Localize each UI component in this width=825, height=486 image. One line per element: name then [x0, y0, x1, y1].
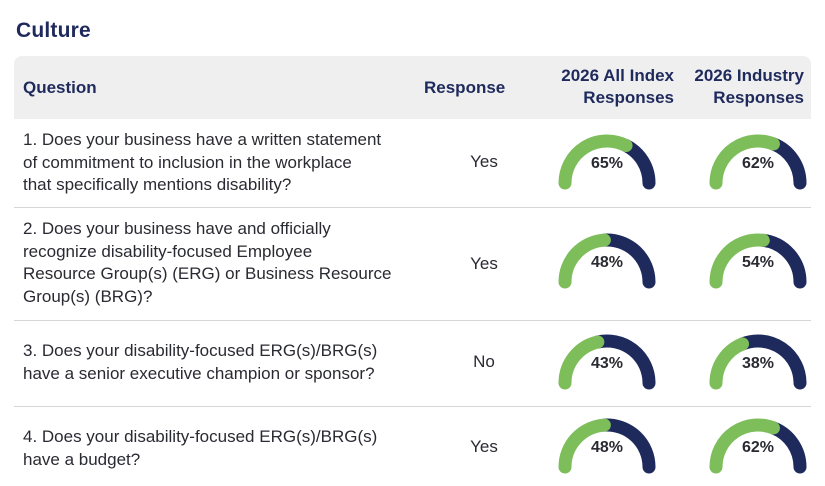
gauge-filled-arc [709, 134, 780, 190]
table-header: Question Response 2026 All Index Respons… [14, 56, 811, 119]
table-body: 1. Does your business have a written sta… [14, 119, 811, 485]
question-line: have a budget? [23, 449, 141, 469]
gauge-filled-arc [558, 335, 605, 390]
gauge-percent-label: 54% [741, 254, 775, 271]
gauge-percent-label: 48% [590, 439, 624, 456]
question-line: 2. Does your business have and officiall… [23, 219, 331, 238]
question-line: 3. Does your disability-focused ERG(s)/B… [23, 341, 378, 360]
gauge-filled-arc [558, 134, 633, 190]
header-all-index: 2026 All Index Responses [524, 65, 674, 109]
question-text: 3. Does your disability-focused ERG(s)/B… [23, 340, 408, 385]
question-line: that specifically mentions disability? [23, 175, 292, 194]
question-line: of commitment to inclusion in the workpl… [23, 152, 352, 172]
industry-gauge: 54% [708, 232, 808, 289]
gauge-filled-arc [558, 233, 611, 289]
gauge-remaining-arc [597, 233, 656, 289]
question-text: 2. Does your business have and officiall… [23, 218, 408, 308]
industry-gauge: 38% [708, 333, 808, 390]
gauge-filled-arc [558, 418, 611, 474]
gauge-remaining-arc [597, 418, 656, 474]
section-title: Culture [16, 19, 91, 42]
header-all-index-line2: Responses [583, 88, 674, 107]
gauge-percent-label: 38% [741, 355, 775, 372]
table-row: 3. Does your disability-focused ERG(s)/B… [14, 321, 811, 407]
header-industry: 2026 Industry Responses [674, 65, 804, 109]
all-index-gauge: 43% [557, 333, 657, 390]
table-row: 2. Does your business have and officiall… [14, 208, 811, 321]
gauge-remaining-arc [756, 233, 807, 289]
question-line: 4. Does your disability-focused ERG(s)/B… [23, 427, 378, 446]
response-value: Yes [470, 152, 498, 171]
question-text: 4. Does your disability-focused ERG(s)/B… [23, 426, 408, 471]
gauge-filled-arc [709, 418, 780, 474]
gauge-filled-arc [709, 337, 750, 390]
header-industry-line2: Responses [713, 88, 804, 107]
industry-gauge: 62% [708, 417, 808, 474]
response-value: Yes [470, 254, 498, 273]
all-index-gauge: 65% [557, 133, 657, 190]
gauge-percent-label: 62% [741, 155, 775, 172]
question-line: recognize disability-focused Employee [23, 241, 313, 261]
gauge-percent-label: 62% [741, 439, 775, 456]
question-line: 1. Does your business have a written sta… [23, 130, 382, 149]
table-row: 4. Does your disability-focused ERG(s)/B… [14, 407, 811, 485]
culture-table: Question Response 2026 All Index Respons… [14, 56, 811, 485]
header-response: Response [424, 78, 506, 97]
table-row: 1. Does your business have a written sta… [14, 119, 811, 208]
gauge-filled-arc [709, 233, 770, 289]
all-index-gauge: 48% [557, 232, 657, 289]
header-question: Question [23, 78, 97, 97]
gauge-percent-label: 48% [590, 254, 624, 271]
gauge-remaining-arc [591, 334, 656, 390]
gauge-percent-label: 43% [590, 355, 624, 372]
all-index-gauge: 48% [557, 417, 657, 474]
question-line: have a senior executive champion or spon… [23, 363, 375, 383]
header-all-index-line1: 2026 All Index [561, 66, 674, 85]
question-line: Group(s) (BRG)? [23, 286, 153, 306]
question-line: Resource Group(s) (ERG) or Business Reso… [23, 264, 392, 283]
gauge-percent-label: 65% [590, 155, 624, 172]
question-text: 1. Does your business have a written sta… [23, 129, 408, 197]
response-value: Yes [470, 437, 498, 456]
header-industry-line1: 2026 Industry [694, 66, 804, 85]
industry-gauge: 62% [708, 133, 808, 190]
gauge-remaining-arc [736, 334, 807, 390]
response-value: No [473, 352, 495, 371]
